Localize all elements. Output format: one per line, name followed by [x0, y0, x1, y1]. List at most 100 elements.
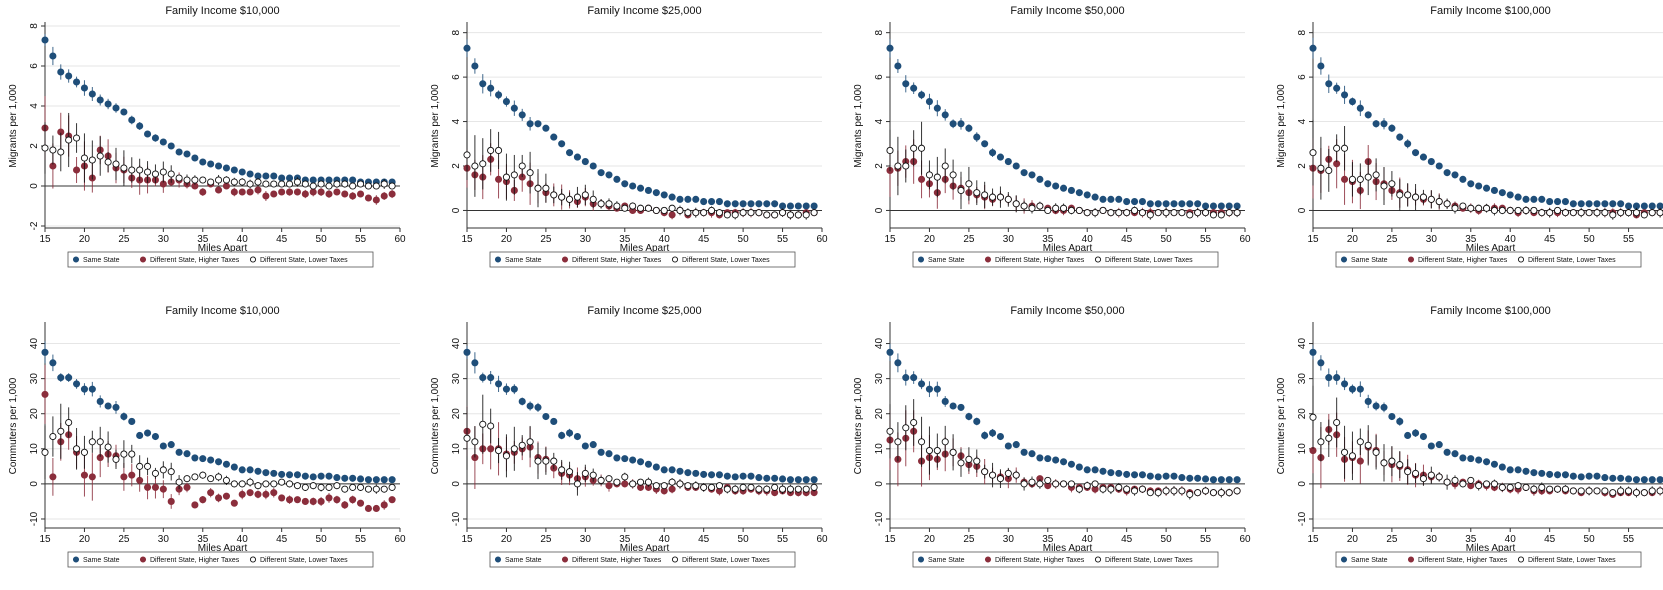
same-state-point [1546, 198, 1554, 206]
same-state-point [349, 176, 357, 184]
same-state-point [613, 454, 621, 462]
lower-taxes-point [1233, 487, 1241, 495]
chart-panel: Family Income $50,000 0 2 4 6 8 15 20 25 30 35 40 45… [845, 0, 1265, 290]
lower-taxes-point [1419, 475, 1427, 483]
lower-taxes-point [238, 178, 246, 186]
lower-taxes-point [349, 182, 357, 190]
chart-svg: Family Income $10,000 -10 0 10 20 30 40 15 20 25 3… [8, 305, 406, 568]
legend-box [1335, 551, 1642, 568]
lower-taxes-point [1075, 206, 1083, 214]
same-state-point [973, 417, 981, 425]
same-state-point [771, 200, 779, 208]
legend-label: Different State, Lower Taxes [682, 257, 770, 264]
lower-taxes-point [1317, 164, 1325, 172]
same-state-point [1154, 473, 1162, 481]
same-state-point [1309, 348, 1317, 356]
lower-taxes-point [715, 209, 723, 217]
same-state-point [278, 174, 286, 182]
lower-taxes-point [1577, 487, 1585, 495]
lower-taxes-point [1554, 485, 1562, 493]
lower-taxes-point [207, 178, 215, 186]
higher-taxes-point [278, 188, 286, 196]
lower-taxes-point [1356, 175, 1364, 183]
higher-taxes-point [270, 489, 278, 497]
same-state-point [1233, 476, 1241, 484]
same-state-point [918, 91, 926, 99]
same-state-point [723, 472, 731, 480]
same-state-point [731, 473, 739, 481]
lower-taxes-point [215, 473, 223, 481]
lower-taxes-point [380, 180, 388, 188]
same-state-point [1091, 466, 1099, 474]
higher-taxes-point [372, 504, 380, 513]
lower-taxes-point [96, 152, 104, 160]
x-tick-label: 25 [1386, 234, 1398, 245]
lower-taxes-point [1538, 209, 1546, 217]
x-axis-label: Miles Apart [620, 543, 670, 554]
lower-taxes-point [502, 173, 510, 181]
lower-taxes-point [629, 202, 637, 210]
lower-taxes-point [1451, 204, 1459, 212]
same-state-point [933, 104, 941, 112]
higher-taxes-point [238, 490, 246, 498]
y-tick-label: 40 [29, 338, 40, 350]
lower-taxes-point [1020, 480, 1028, 488]
legend-label: Different State, Higher Taxes [995, 557, 1085, 564]
lower-taxes-point [159, 168, 167, 176]
lower-taxes-point [1427, 471, 1435, 479]
legend-marker-lower-taxes [671, 556, 679, 563]
lower-taxes-point [207, 475, 215, 483]
lower-taxes-point [183, 475, 191, 483]
same-state-point [794, 476, 802, 484]
same-state-point [1443, 448, 1451, 456]
lower-taxes-point [49, 146, 57, 154]
lower-taxes-point [558, 466, 566, 474]
lower-taxes-point [1217, 489, 1225, 497]
lower-taxes-point [550, 457, 558, 465]
same-state-point [1309, 44, 1317, 52]
lower-taxes-point [1577, 209, 1585, 217]
same-state-point [136, 122, 144, 130]
higher-taxes-point [341, 501, 349, 509]
lower-taxes-point [230, 178, 238, 186]
same-state-point [120, 108, 128, 116]
same-state-point [1044, 455, 1052, 463]
x-tick-label: 15 [884, 234, 896, 245]
x-tick-label: 60 [816, 234, 828, 245]
lower-taxes-point [684, 482, 692, 490]
y-tick-label: 30 [451, 373, 462, 385]
same-state-point [700, 470, 708, 478]
same-state-point [471, 359, 479, 367]
same-state-point [1514, 466, 1522, 474]
lower-taxes-point [1186, 490, 1194, 498]
lower-taxes-point [1435, 198, 1443, 206]
same-state-point [597, 169, 605, 177]
same-state-point [349, 474, 357, 482]
same-state-point [151, 432, 159, 441]
lower-taxes-point [317, 180, 325, 188]
chart-title: Family Income $100,000 [1430, 305, 1550, 317]
same-state-point [965, 412, 973, 421]
legend-marker-lower-taxes [1517, 256, 1525, 263]
lower-taxes-point [652, 206, 660, 214]
lower-taxes-point [1467, 204, 1475, 212]
lower-taxes-point [621, 204, 629, 212]
same-state-point [1341, 380, 1349, 388]
series-group [463, 394, 818, 496]
higher-taxes-point [605, 482, 613, 490]
same-state-point [1225, 202, 1233, 210]
same-state-point [660, 466, 668, 474]
same-state-point [479, 374, 487, 382]
same-state-point [1475, 456, 1483, 464]
lower-taxes-point [1170, 209, 1178, 217]
lower-taxes-point [1609, 211, 1617, 219]
lower-taxes-point [708, 483, 716, 491]
legend-label: Different State, Lower Taxes [1528, 557, 1616, 564]
lower-taxes-point [175, 174, 183, 182]
same-state-point [286, 471, 294, 479]
lower-taxes-point [613, 202, 621, 210]
x-tick-label: 25 [118, 234, 130, 245]
same-state-point [566, 429, 574, 437]
lower-taxes-point [1506, 483, 1514, 491]
lower-taxes-point [1131, 487, 1139, 495]
